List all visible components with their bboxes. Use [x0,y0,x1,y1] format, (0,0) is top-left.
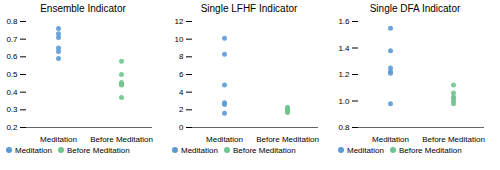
svg-text:0.3: 0.3 [6,105,18,114]
svg-text:1.0: 1.0 [338,97,350,106]
html-text:Ensemble Indicator: Ensemble Indicator [40,3,126,14]
svg-text:10: 10 [175,35,184,44]
html-text:Single DFA Indicator: Single DFA Indicator [369,3,461,14]
html-text:Single LFHF Indicator: Single LFHF Indicator [200,3,298,14]
svg-text:Meditation: Meditation [40,135,77,143]
svg-text:0.6: 0.6 [6,52,18,61]
svg-text:0: 0 [179,123,184,132]
svg-text:1.2: 1.2 [338,70,350,79]
svg-text:Before Meditation: Before Meditation [422,135,485,143]
svg-text:1.4: 1.4 [338,44,350,53]
svg-text:Before Meditation: Before Meditation [90,135,153,143]
svg-text:0.5: 0.5 [6,70,18,79]
html-text:Meditation: Meditation [15,145,52,155]
svg-text:Meditation: Meditation [372,135,409,143]
html-text:Meditation: Meditation [347,145,384,155]
html-text:Before Meditation: Before Meditation [66,145,130,155]
html-text:Meditation: Meditation [181,145,218,155]
svg-text:0.8: 0.8 [338,123,350,132]
svg-text:0.2: 0.2 [6,123,18,132]
svg-text:Meditation: Meditation [206,135,243,143]
svg-text:1.6: 1.6 [338,17,350,26]
svg-text:0.8: 0.8 [6,17,18,26]
svg-text:4: 4 [179,88,184,97]
svg-text:Before Meditation: Before Meditation [256,135,319,143]
svg-text:0.7: 0.7 [6,35,18,44]
svg-text:6: 6 [179,70,184,79]
svg-text:2: 2 [179,105,184,114]
svg-text:12: 12 [175,17,184,26]
html-text:Before Meditation: Before Meditation [232,145,296,155]
svg-text:8: 8 [179,52,184,61]
html-text:Before Meditation: Before Meditation [398,145,462,155]
svg-text:0.4: 0.4 [6,88,18,97]
